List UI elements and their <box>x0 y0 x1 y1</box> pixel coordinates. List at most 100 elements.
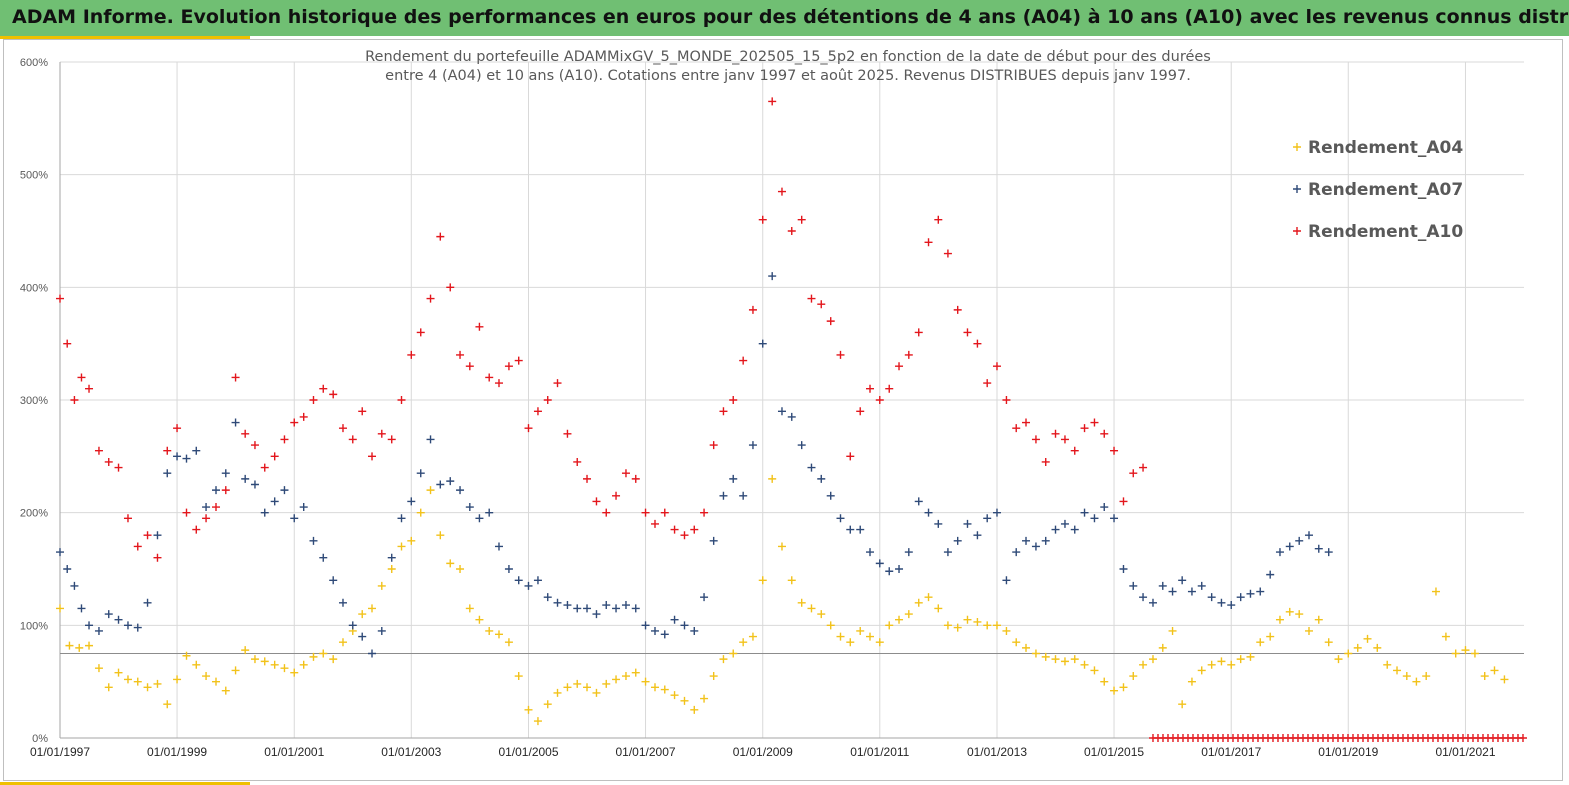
point-rendement-a04 <box>768 474 777 483</box>
point-rendement-a07 <box>1227 601 1236 610</box>
point-rendement-a07 <box>1129 581 1138 590</box>
point-rendement-a04 <box>1334 655 1343 664</box>
point-rendement-a07 <box>212 486 221 495</box>
point-rendement-a04 <box>1441 632 1450 641</box>
point-rendement-a07 <box>1051 525 1060 534</box>
point-rendement-a04 <box>368 604 377 613</box>
point-rendement-a07 <box>1119 565 1128 573</box>
point-rendement-a10 <box>163 446 172 455</box>
point-rendement-a07 <box>133 623 142 632</box>
point-rendement-a10 <box>280 435 289 444</box>
point-rendement-a10 <box>504 362 513 371</box>
point-rendement-a10 <box>192 525 201 534</box>
point-rendement-a10 <box>700 508 709 517</box>
point-rendement-a04 <box>173 675 182 684</box>
chart-title-line: entre 4 (A04) et 10 ans (A10). Cotations… <box>385 68 1191 84</box>
point-rendement-a04 <box>826 621 835 630</box>
point-rendement-a07 <box>280 486 289 495</box>
point-rendement-a10 <box>612 491 621 500</box>
point-rendement-a04 <box>426 486 435 495</box>
point-rendement-a10 <box>631 474 640 483</box>
point-rendement-a04 <box>290 668 299 677</box>
point-rendement-a10 <box>914 328 923 337</box>
point-rendement-a07 <box>231 418 240 427</box>
point-rendement-a04 <box>1422 672 1431 681</box>
point-rendement-a07 <box>77 604 86 613</box>
point-rendement-a04 <box>1236 655 1245 664</box>
x-tick-label: 01/01/1997 <box>30 745 90 759</box>
point-rendement-a04 <box>1246 652 1255 661</box>
point-rendement-a04 <box>660 685 669 694</box>
point-rendement-a04 <box>1178 700 1187 709</box>
point-rendement-a07 <box>465 503 474 512</box>
point-rendement-a07 <box>1197 581 1206 590</box>
point-rendement-a07 <box>1022 536 1031 545</box>
point-rendement-a10 <box>934 215 943 224</box>
point-rendement-a10 <box>133 542 142 551</box>
point-rendement-a07 <box>426 435 435 444</box>
point-rendement-a07 <box>221 469 230 478</box>
point-rendement-a07 <box>1012 548 1021 557</box>
point-rendement-a10 <box>641 508 650 517</box>
point-rendement-a10 <box>377 429 386 438</box>
point-rendement-a07 <box>680 621 689 630</box>
legend-label: Rendement_A10 <box>1308 222 1463 242</box>
point-rendement-a10 <box>329 390 338 399</box>
point-rendement-a04 <box>153 679 162 688</box>
point-rendement-a04 <box>1383 660 1392 669</box>
point-rendement-a04 <box>192 660 201 669</box>
point-rendement-a10 <box>719 407 728 416</box>
point-rendement-a07 <box>953 536 962 545</box>
point-rendement-a07 <box>1266 570 1275 579</box>
point-rendement-a10 <box>212 503 221 512</box>
point-rendement-a07 <box>514 576 523 585</box>
point-rendement-a04 <box>1470 649 1479 658</box>
point-rendement-a10 <box>270 452 279 461</box>
point-rendement-a10 <box>660 508 669 517</box>
point-rendement-a04 <box>953 623 962 632</box>
point-rendement-a07 <box>543 593 552 602</box>
point-rendement-a04 <box>1266 632 1275 641</box>
point-rendement-a07 <box>143 598 152 607</box>
point-rendement-a04 <box>1070 655 1079 664</box>
point-rendement-a07 <box>192 446 201 455</box>
point-rendement-a04 <box>1022 643 1031 652</box>
x-tick-label: 01/01/2021 <box>1435 745 1495 759</box>
point-rendement-a10 <box>846 452 855 461</box>
point-rendement-a10 <box>992 362 1001 371</box>
point-rendement-a07 <box>494 542 503 551</box>
point-rendement-a10 <box>153 553 162 562</box>
point-rendement-a04 <box>1168 626 1177 635</box>
point-rendement-a10 <box>143 531 152 540</box>
point-rendement-a04 <box>1129 672 1138 681</box>
point-rendement-a04 <box>856 626 865 635</box>
point-rendement-a07 <box>768 272 777 281</box>
point-rendement-a10 <box>514 356 523 365</box>
point-rendement-a04 <box>836 632 845 641</box>
point-rendement-a04 <box>436 531 445 540</box>
point-rendement-a07 <box>719 491 728 500</box>
point-rendement-a10 <box>533 407 542 416</box>
point-rendement-a07 <box>299 503 308 512</box>
point-rendement-a07 <box>1139 593 1148 602</box>
point-rendement-a10 <box>77 373 86 382</box>
point-rendement-a04 <box>797 598 806 607</box>
point-rendement-a04 <box>700 694 709 703</box>
point-rendement-a07 <box>1324 548 1333 557</box>
y-tick-label: 500% <box>20 170 48 182</box>
point-rendement-a04 <box>807 604 816 613</box>
point-rendement-a04 <box>221 686 230 695</box>
point-rendement-a04 <box>524 705 533 714</box>
point-rendement-a04 <box>621 672 630 681</box>
point-rendement-a04 <box>1012 638 1021 647</box>
point-rendement-a04 <box>1002 626 1011 635</box>
point-rendement-a04 <box>914 598 923 607</box>
point-rendement-a07 <box>631 604 640 613</box>
banner-title: ADAM Informe. Evolution historique des p… <box>12 6 1569 28</box>
point-rendement-a10 <box>1022 418 1031 427</box>
x-tick-label: 01/01/2019 <box>1318 745 1378 759</box>
point-rendement-a04 <box>260 657 269 666</box>
point-rendement-a10 <box>63 339 72 348</box>
point-rendement-a07 <box>553 598 562 607</box>
